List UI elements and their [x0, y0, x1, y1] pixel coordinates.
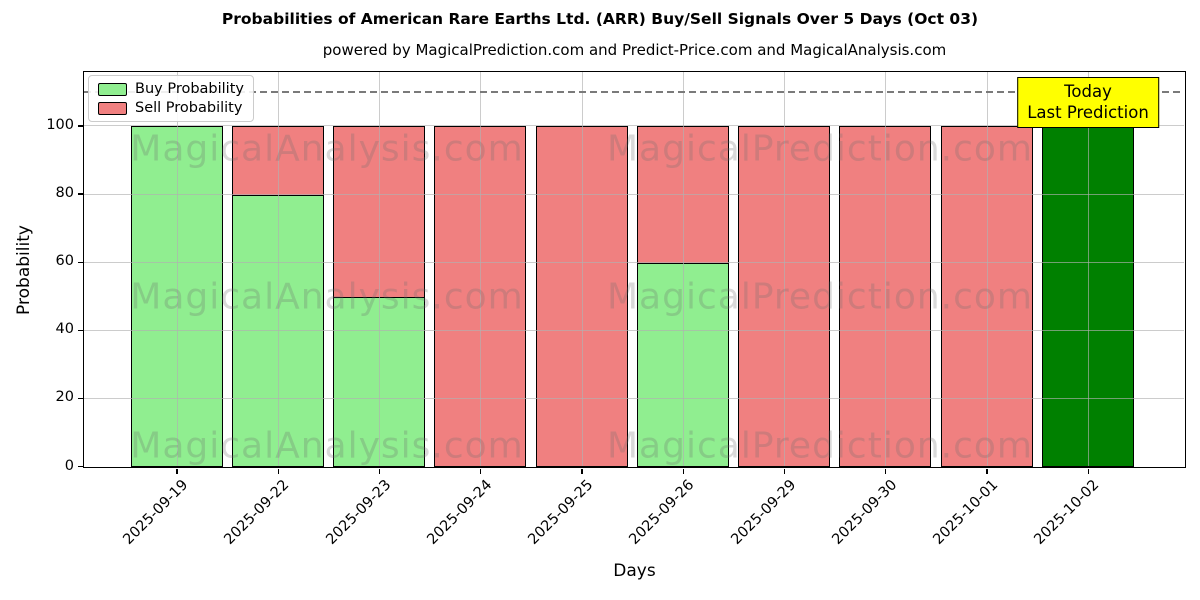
x-tick — [277, 468, 279, 474]
legend-item-buy: Buy Probability — [98, 81, 244, 97]
today-annotation-line2: Last Prediction — [1027, 103, 1149, 123]
y-tick — [78, 329, 83, 331]
x-tick — [885, 468, 887, 474]
x-tick — [986, 468, 988, 474]
y-axis-label: Probability — [14, 225, 34, 315]
today-annotation-line1: Today — [1064, 82, 1112, 101]
v-gridline — [1087, 72, 1089, 466]
x-tick — [480, 468, 482, 474]
sell-swatch-icon — [98, 101, 127, 115]
plot-area: MagicalAnalysis.com MagicalPrediction.com… — [83, 71, 1186, 468]
x-tick — [176, 468, 178, 474]
chart-title: Probabilities of American Rare Earths Lt… — [221, 10, 979, 28]
watermark-text: MagicalPrediction.com — [607, 128, 1033, 169]
legend-label-sell: Sell Probability — [135, 100, 243, 116]
watermark-text: MagicalAnalysis.com — [130, 128, 524, 169]
v-gridline — [176, 72, 178, 466]
y-tick-label: 20 — [55, 389, 74, 406]
legend-label-buy: Buy Probability — [135, 81, 244, 97]
h-gridline — [84, 125, 1184, 127]
y-tick — [78, 397, 83, 399]
h-gridline — [84, 193, 1184, 195]
h-gridline — [84, 397, 1184, 399]
y-tick-label: 80 — [55, 185, 74, 202]
x-tick — [682, 468, 684, 474]
x-tick — [378, 468, 381, 474]
watermark-text: MagicalPrediction.com — [607, 276, 1033, 318]
y-tick-label: 0 — [64, 457, 74, 474]
v-gridline — [986, 72, 988, 466]
today-annotation: Today Last Prediction — [1017, 77, 1159, 128]
watermark-text: MagicalAnalysis.com — [130, 276, 524, 318]
buy-swatch-icon — [98, 82, 127, 96]
v-gridline — [885, 72, 887, 466]
dashed-threshold-line — [84, 91, 1184, 93]
y-tick-label: 60 — [55, 253, 74, 270]
x-tick — [783, 468, 786, 474]
v-gridline — [682, 72, 684, 466]
v-gridline — [379, 72, 380, 466]
y-tick-label: 40 — [55, 321, 74, 338]
watermark-text: MagicalAnalysis.com — [130, 425, 524, 466]
h-gridline — [84, 329, 1184, 331]
chart-subtitle: powered by MagicalPrediction.com and Pre… — [322, 41, 947, 59]
v-gridline — [784, 72, 785, 466]
h-gridline — [84, 261, 1184, 263]
y-tick — [78, 465, 83, 468]
v-gridline — [277, 72, 279, 466]
y-tick — [78, 125, 83, 127]
x-tick-label: 2025-09-19 — [120, 477, 192, 548]
x-tick — [581, 468, 583, 474]
y-tick — [78, 261, 83, 263]
y-tick-label: 100 — [46, 116, 74, 133]
v-gridline — [581, 72, 583, 466]
x-axis-label: Days — [613, 561, 656, 581]
x-tick — [1087, 468, 1089, 474]
legend-item-sell: Sell Probability — [98, 100, 244, 116]
watermark-text: MagicalPrediction.com — [607, 425, 1033, 466]
y-tick — [78, 193, 83, 195]
v-gridline — [480, 72, 482, 466]
legend: Buy Probability Sell Probability — [88, 75, 254, 122]
